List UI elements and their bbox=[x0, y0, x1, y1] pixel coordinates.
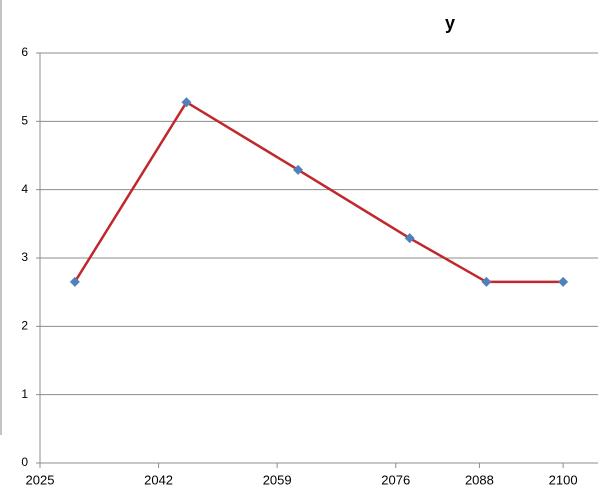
series-line bbox=[73, 100, 564, 284]
data-marker bbox=[181, 97, 192, 108]
data-marker bbox=[481, 276, 492, 287]
x-tick-label: 2100 bbox=[549, 472, 578, 487]
y-tick-label: 0 bbox=[21, 455, 28, 469]
data-marker bbox=[293, 164, 304, 175]
y-tick-label: 3 bbox=[21, 250, 28, 264]
x-tick-label: 2025 bbox=[26, 472, 55, 487]
y-tick-label: 4 bbox=[21, 182, 28, 196]
data-marker bbox=[69, 276, 80, 287]
x-tick-label: 2088 bbox=[465, 472, 494, 487]
x-tick-label: 2042 bbox=[144, 472, 173, 487]
y-tick-label: 5 bbox=[21, 114, 28, 128]
data-marker bbox=[404, 233, 415, 244]
x-tick-label: 2059 bbox=[263, 472, 292, 487]
chart-title: y bbox=[445, 13, 455, 33]
y-tick-label: 2 bbox=[21, 319, 28, 333]
y-tick-label: 1 bbox=[21, 387, 28, 401]
x-tick-label: 2076 bbox=[381, 472, 410, 487]
data-marker bbox=[558, 276, 569, 287]
y-tick-label: 6 bbox=[21, 45, 28, 59]
